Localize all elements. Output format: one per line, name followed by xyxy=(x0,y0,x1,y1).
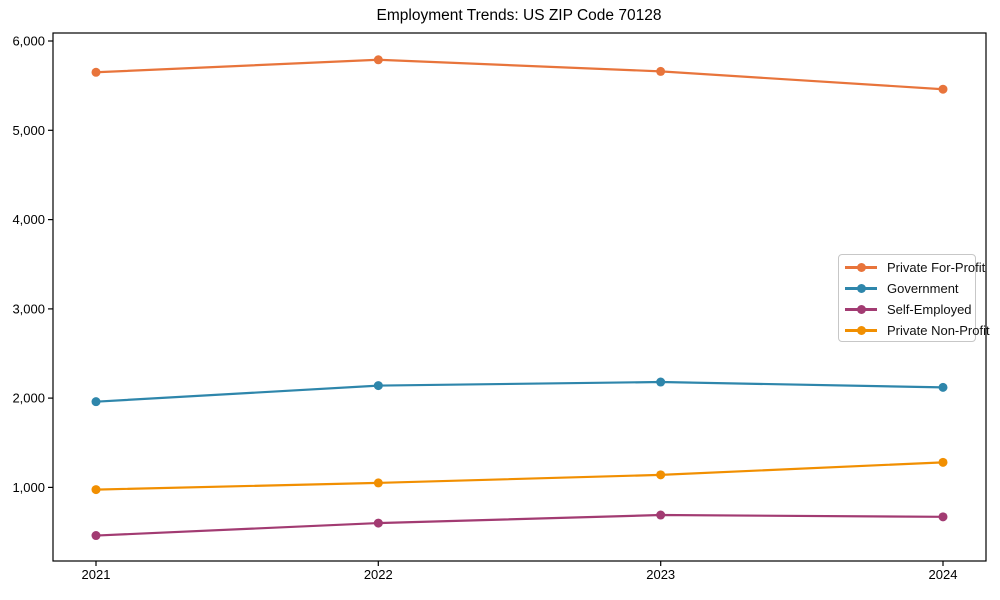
series-line-self-employed xyxy=(95,513,944,537)
data-point-government xyxy=(938,382,948,392)
data-point-private-non-profit xyxy=(938,457,948,467)
line-marker-swatch xyxy=(845,326,877,335)
data-point-self-employed xyxy=(91,531,101,541)
series-line-private-non-profit xyxy=(95,461,944,491)
data-point-government xyxy=(373,381,383,391)
x-tick-label: 2022 xyxy=(364,567,393,582)
legend-item-private-non-profit: Private Non-Profit xyxy=(845,320,990,341)
x-tick-label: 2024 xyxy=(929,567,958,582)
data-point-private-for-profit xyxy=(373,55,383,65)
data-point-private-non-profit xyxy=(656,470,666,480)
legend-label: Private For-Profit xyxy=(887,260,986,275)
y-tick-label: 5,000 xyxy=(12,123,45,138)
data-point-government xyxy=(91,397,101,407)
legend-item-private-for-profit: Private For-Profit xyxy=(845,257,985,278)
y-tick-label: 3,000 xyxy=(12,302,45,317)
series-layer xyxy=(91,55,948,541)
legend-label: Private Non-Profit xyxy=(887,323,990,338)
y-tick-label: 1,000 xyxy=(12,480,45,495)
x-tick-label: 2023 xyxy=(646,567,675,582)
data-point-private-non-profit xyxy=(91,485,101,495)
series-line-government xyxy=(95,380,944,403)
y-tick-label: 6,000 xyxy=(12,34,45,49)
plot-frame xyxy=(52,32,987,562)
legend-item-government: Government xyxy=(845,278,975,299)
data-point-self-employed xyxy=(938,512,948,522)
legend-label: Government xyxy=(887,281,959,296)
data-point-private-for-profit xyxy=(91,67,101,77)
data-point-private-for-profit xyxy=(938,84,948,94)
legend-label: Self-Employed xyxy=(887,302,972,317)
line-marker-swatch xyxy=(845,284,877,293)
y-tick-label: 4,000 xyxy=(12,212,45,227)
line-marker-swatch xyxy=(845,263,877,272)
line-marker-swatch xyxy=(845,305,877,314)
x-axis-labels: 2021 2022 2023 2024 xyxy=(82,567,958,582)
chart-title: Employment Trends: US ZIP Code 70128 xyxy=(376,7,662,24)
data-point-self-employed xyxy=(656,510,666,520)
data-point-government xyxy=(656,377,666,387)
data-point-private-non-profit xyxy=(373,478,383,488)
series-line-private-for-profit xyxy=(95,58,944,91)
legend: Private For-Profit Government Self-Emplo… xyxy=(838,254,990,342)
y-tick-label: 2,000 xyxy=(12,391,45,406)
y-axis-ticks xyxy=(48,40,53,488)
x-axis-ticks xyxy=(95,561,944,566)
y-axis-labels: 6,000 5,000 4,000 3,000 2,000 1,000 xyxy=(12,34,45,495)
data-point-self-employed xyxy=(373,518,383,528)
x-tick-label: 2021 xyxy=(82,567,111,582)
legend-item-self-employed: Self-Employed xyxy=(845,299,975,320)
data-point-private-for-profit xyxy=(656,66,666,76)
